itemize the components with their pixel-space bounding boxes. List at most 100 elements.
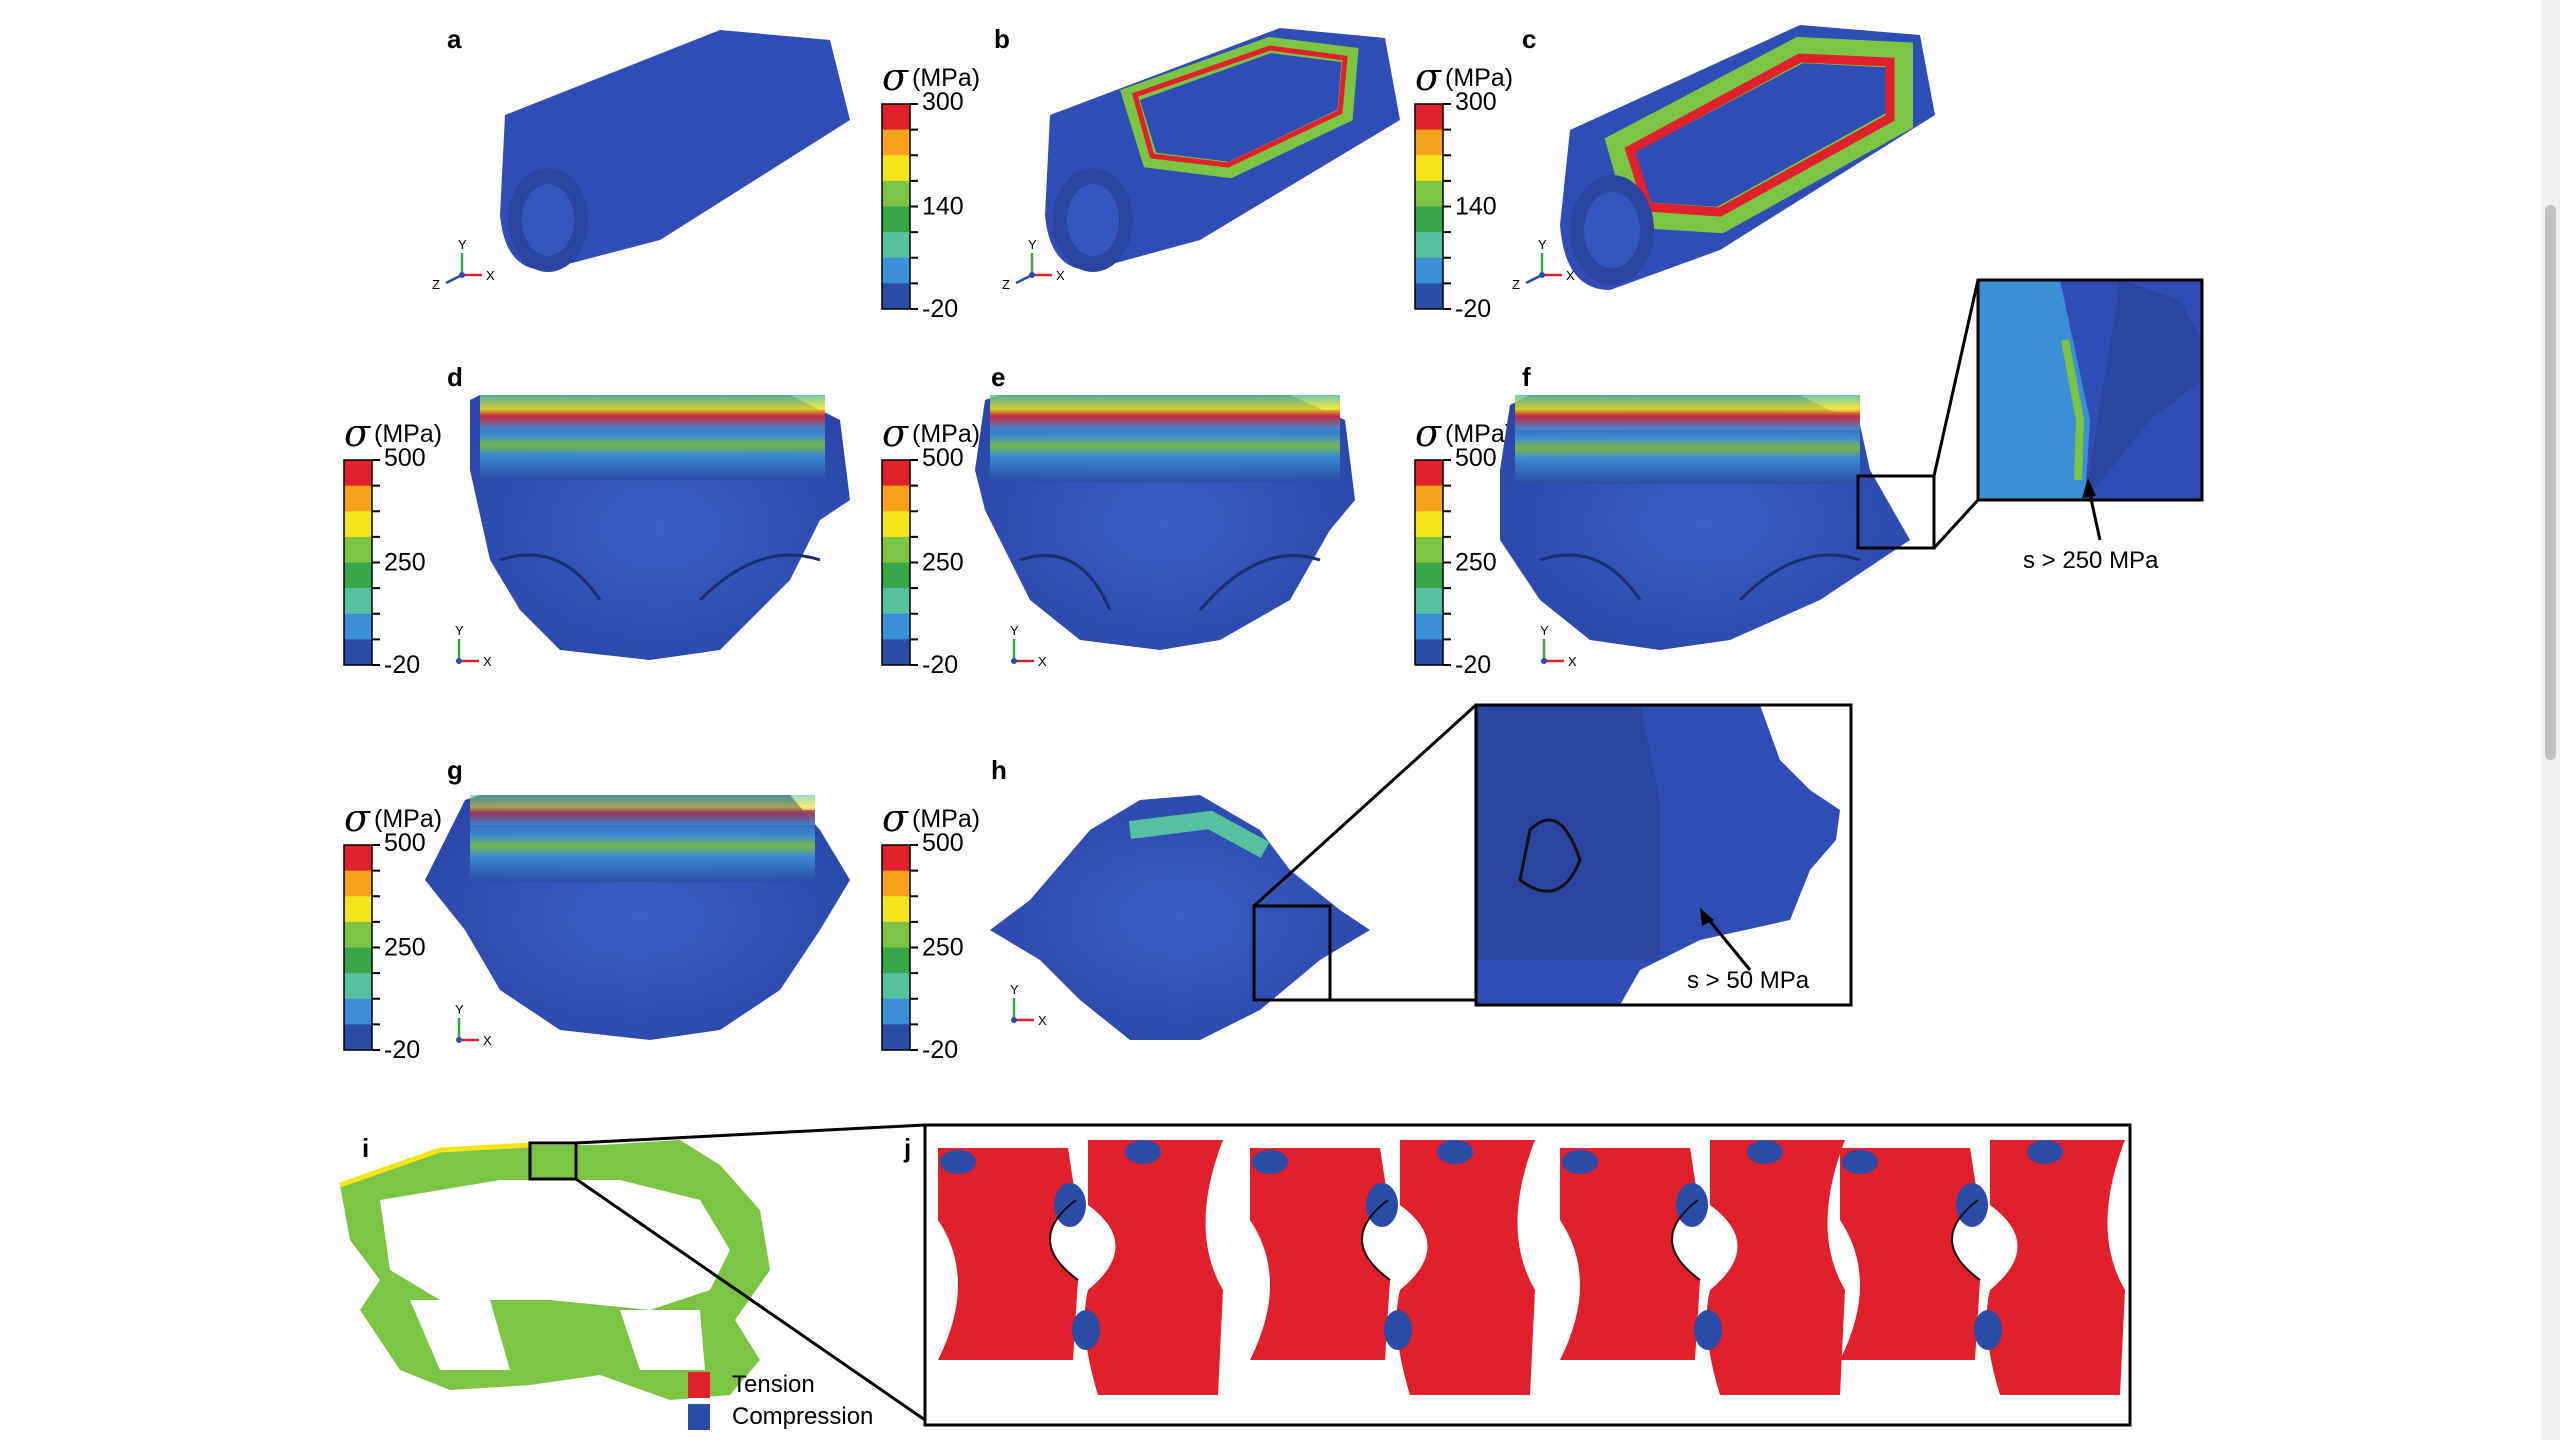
colorbar-h-swatch-4 [882,947,910,974]
triad-g-y: Y [455,1002,464,1017]
compression-swatch [688,1404,710,1430]
colorbar-h-tick-2: -20 [922,1036,958,1064]
colorbar-d: σ (MPa)500 250 -20 [343,411,442,679]
colorbar-g-swatch-0 [344,845,372,872]
colorbar-b-swatch-0 [882,104,910,131]
colorbar-h-unit: (MPa) [912,805,980,833]
colorbar-g-swatch-7 [344,1024,372,1051]
triad-d: YX [455,623,492,669]
zoom-f [1856,278,2204,550]
triad-c-z: Z [1512,277,1520,292]
colorbar-d-swatch-7 [344,639,372,666]
triad-a-z: Z [432,277,440,292]
panel-label-c: c [1522,24,1536,54]
suture-tile-2 [1250,1140,1535,1395]
colorbar-e-swatch-7 [882,639,910,666]
tension-swatch [688,1372,710,1398]
legend-compression: Compression [732,1403,873,1430]
colorbar-c-swatch-6 [1415,257,1443,284]
annotation-f: s > 250 MPa [2023,547,2159,574]
colorbar-b-swatch-1 [882,129,910,156]
colorbar-f-swatch-0 [1415,460,1443,487]
panel-j-tiles [938,1140,2125,1395]
colorbar-e-swatch-2 [882,511,910,538]
triad-a-y: Y [458,237,467,252]
annotation-h: s > 50 MPa [1687,967,1810,994]
colorbar-c-symbol: σ [1415,55,1442,99]
colorbar-b-tick-1: 140 [922,193,964,221]
colorbar-c-swatch-4 [1415,206,1443,233]
colorbar-f-tick-0: 500 [1455,444,1497,472]
colorbar-d-swatch-3 [344,536,372,563]
colorbar-b-swatch-4 [882,206,910,233]
legend-ij: Tension Compression [688,1371,873,1430]
zoom-h [1252,703,1853,1007]
colorbar-e-swatch-3 [882,536,910,563]
colorbar-e-swatch-1 [882,485,910,512]
colorbar-g-swatch-5 [344,973,372,1000]
colorbar-g-swatch-4 [344,947,372,974]
panel-label-j: j [903,1133,911,1163]
colorbar-d-unit: (MPa) [374,420,442,448]
legend-tension: Tension [732,1371,815,1398]
colorbar-g-unit: (MPa) [374,805,442,833]
colorbar-d-tick-2: -20 [384,651,420,679]
colorbar-e-tick-1: 250 [922,549,964,577]
section-d [470,395,850,660]
colorbar-d-swatch-1 [344,485,372,512]
colorbar-c-swatch-3 [1415,180,1443,207]
colorbar-f-swatch-5 [1415,588,1443,615]
colorbar-h-swatch-6 [882,998,910,1025]
model-a [500,30,850,272]
colorbar-e-swatch-5 [882,588,910,615]
colorbar-g-swatch-6 [344,998,372,1025]
colorbar-c-tick-2: -20 [1455,295,1491,323]
colorbar-d-symbol: σ [344,411,371,455]
colorbar-b-swatch-7 [882,283,910,310]
triad-b: Y X Z [1002,237,1065,292]
scrollbar-thumb[interactable] [2545,205,2556,760]
panel-label-a: a [447,24,462,54]
triad-a: Y X Z [432,237,495,292]
colorbar-h-swatch-1 [882,870,910,897]
colorbar-e-tick-2: -20 [922,651,958,679]
triad-e-x: X [1038,654,1047,669]
colorbar-b-tick-0: 300 [922,88,964,116]
colorbar-c-swatch-0 [1415,104,1443,131]
panel-label-h: h [991,755,1007,785]
arrow-f [2082,478,2102,541]
colorbar-g-tick-1: 250 [384,934,426,962]
colorbar-h-swatch-7 [882,1024,910,1051]
suture-tile-3 [1560,1140,1845,1395]
colorbar-h-tick-0: 500 [922,829,964,857]
triad-g-x: X [483,1033,492,1048]
colorbar-h-swatch-3 [882,921,910,948]
colorbar-f-swatch-3 [1415,536,1443,563]
colorbar-b-tick-2: -20 [922,295,958,323]
colorbar-d-tick-0: 500 [384,444,426,472]
colorbar-e-swatch-0 [882,460,910,487]
colorbar-c: σ (MPa)300 140 -20 [1414,55,1513,323]
colorbar-c-swatch-1 [1415,129,1443,156]
colorbar-e-symbol: σ [882,411,909,455]
colorbar-g-swatch-2 [344,896,372,923]
colorbar-g-tick-0: 500 [384,829,426,857]
suture-tile-4 [1840,1140,2125,1395]
colorbar-c-swatch-2 [1415,155,1443,182]
colorbar-g-swatch-1 [344,870,372,897]
colorbar-c-unit: (MPa) [1445,64,1513,92]
colorbar-b-swatch-2 [882,155,910,182]
section-f [1500,395,1910,650]
colorbar-f-symbol: σ [1415,411,1442,455]
scrollbar[interactable] [2541,0,2560,1440]
colorbar-d-swatch-2 [344,511,372,538]
colorbar-g-tick-2: -20 [384,1036,420,1064]
colorbar-g: σ (MPa)500 250 -20 [343,796,442,1064]
colorbar-b: σ (MPa)300 140 -20 [881,55,980,323]
panel-label-f: f [1522,362,1531,392]
colorbar-f-swatch-7 [1415,639,1443,666]
model-c [1560,25,1935,290]
colorbar-e-tick-0: 500 [922,444,964,472]
